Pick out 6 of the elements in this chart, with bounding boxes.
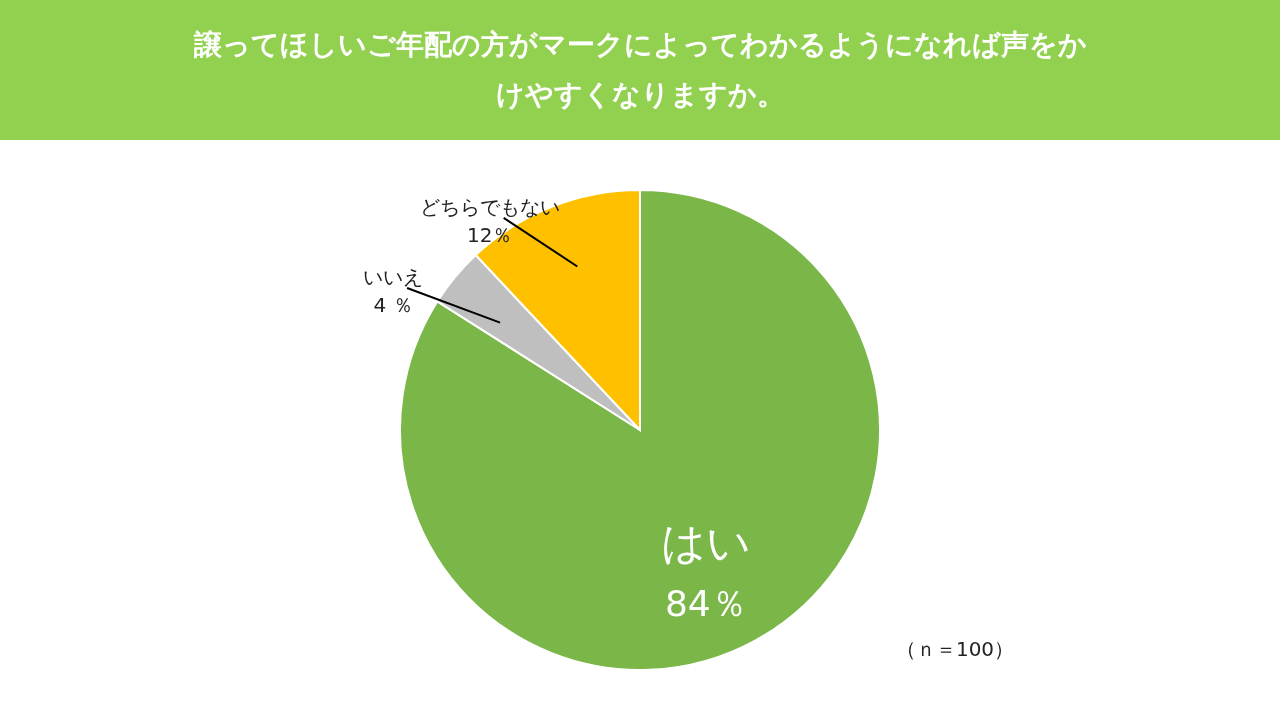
chart-title: 譲ってほしいご年配の方がマークによってわかるようになれば声をかけやすくなりますか。 [192, 27, 1088, 113]
data-label: 84％ [664, 583, 747, 625]
text: （ｎ＝100） [895, 637, 1015, 661]
slice-label: はい [660, 517, 751, 569]
slice-label: いいえ [363, 265, 424, 290]
data-label: 4 ％ [373, 293, 413, 318]
